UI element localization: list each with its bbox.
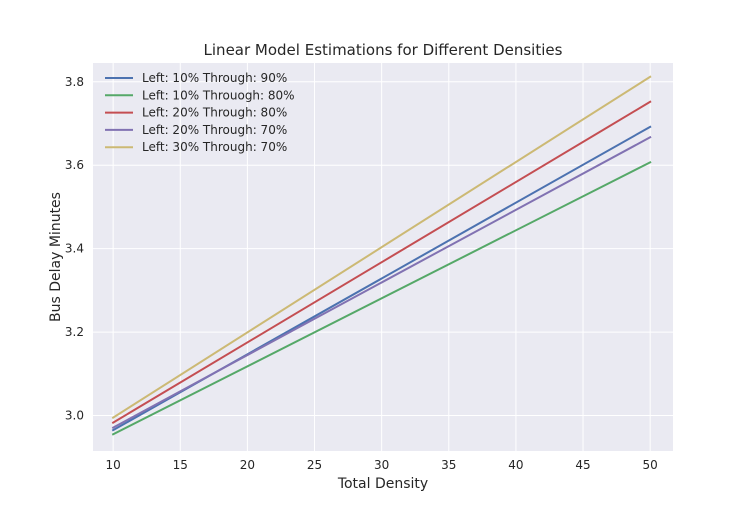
legend-entry: Left: 20% Through: 70% <box>142 123 287 137</box>
x-axis-label: Total Density <box>337 476 428 492</box>
x-tick-label: 35 <box>441 458 456 472</box>
y-tick-label: 3.6 <box>65 158 84 172</box>
legend-entry: Left: 20% Through: 80% <box>142 106 287 120</box>
chart-title: Linear Model Estimations for Different D… <box>204 41 563 59</box>
x-axis-ticks: 10 15 20 25 30 35 40 45 50 <box>105 458 657 472</box>
y-tick-label: 3.8 <box>65 75 84 89</box>
series-line <box>111 160 652 436</box>
legend-entry: Left: 10% Through: 90% <box>142 71 287 85</box>
y-tick-label: 3.0 <box>65 409 84 423</box>
y-tick-label: 3.2 <box>65 325 84 339</box>
legend-entry: Left: 10% Throuogh: 80% <box>142 88 295 102</box>
x-tick-label: 45 <box>575 458 590 472</box>
x-tick-label: 20 <box>240 458 255 472</box>
x-tick-label: 50 <box>643 458 658 472</box>
x-tick-label: 25 <box>307 458 322 472</box>
x-tick-label: 30 <box>374 458 389 472</box>
x-tick-label: 10 <box>105 458 120 472</box>
legend-entry: Left: 30% Through: 70% <box>142 140 287 154</box>
y-axis-ticks: 3.0 3.2 3.4 3.6 3.8 <box>65 75 84 423</box>
x-tick-label: 40 <box>508 458 523 472</box>
x-tick-label: 15 <box>173 458 188 472</box>
series-layer <box>111 75 652 436</box>
series-line <box>111 100 652 425</box>
series-line <box>111 75 652 420</box>
y-tick-label: 3.4 <box>65 242 84 256</box>
y-axis-label: Bus Delay Minutes <box>48 192 64 322</box>
legend: Left: 10% Through: 90% Left: 10% Throuogh… <box>105 71 295 154</box>
series-line <box>111 135 652 429</box>
